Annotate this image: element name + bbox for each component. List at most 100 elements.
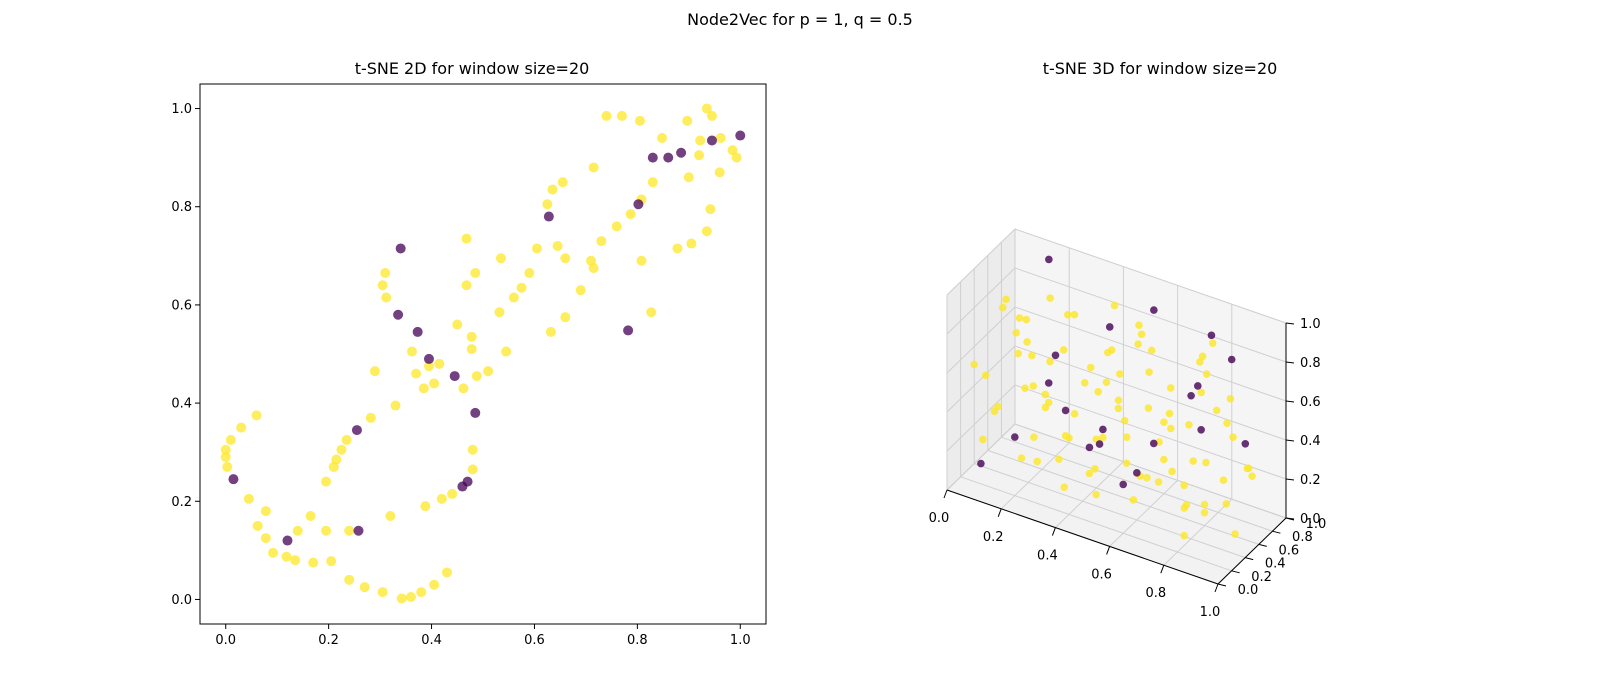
data-point	[344, 574, 355, 585]
z-tick-mark	[1285, 439, 1295, 442]
data-point	[657, 133, 668, 143]
grid-line	[946, 345, 1016, 413]
data-point	[647, 177, 658, 188]
data-point	[1154, 478, 1163, 486]
data-point	[633, 199, 644, 210]
grid-line	[1014, 423, 1287, 519]
data-point	[243, 493, 254, 504]
data-point	[1180, 481, 1188, 490]
data-point	[1189, 457, 1197, 465]
grid-line	[1014, 267, 1287, 363]
y-tick-label: 0.4	[171, 397, 192, 412]
data-point	[251, 410, 262, 421]
data-point	[393, 309, 404, 320]
data-point	[1021, 384, 1029, 393]
data-point	[1129, 496, 1138, 504]
data-point	[436, 493, 447, 504]
y-tick-mark	[1285, 517, 1295, 521]
data-point	[994, 402, 1002, 411]
x-tick-mark	[943, 489, 948, 499]
data-point	[1091, 465, 1099, 473]
z-tick-label: 0.4	[1300, 434, 1321, 449]
y-tick-label: 0.6	[1278, 543, 1299, 558]
data-point	[1017, 454, 1026, 462]
data-point	[381, 292, 392, 303]
z-tick-mark	[1285, 322, 1295, 325]
data-point	[418, 383, 429, 394]
y-tick-label: 1.0	[171, 102, 192, 117]
data-point	[1045, 255, 1053, 264]
data-point	[1222, 500, 1231, 508]
y-tick-label: 0.6	[171, 298, 192, 313]
data-point	[1023, 338, 1031, 346]
data-point	[1187, 391, 1195, 400]
x-axis-line	[946, 489, 1219, 585]
data-point	[1202, 370, 1211, 378]
data-point	[396, 593, 407, 604]
data-point	[1055, 455, 1063, 464]
data-point	[434, 358, 445, 369]
data-point	[405, 592, 416, 602]
data-point	[1197, 388, 1205, 397]
y-tick-mark	[1272, 530, 1281, 534]
data-point	[575, 285, 586, 296]
data-point	[1116, 370, 1124, 378]
data-point	[532, 243, 543, 254]
data-point	[647, 152, 658, 163]
y-tick-label: 0.0	[171, 593, 192, 608]
chart-2d-title: t-SNE 2D for window size=20	[355, 59, 590, 78]
data-point	[727, 145, 738, 156]
data-point	[1070, 310, 1079, 319]
data-point	[714, 167, 725, 178]
data-point	[225, 434, 236, 445]
data-point	[452, 319, 463, 330]
data-point	[1168, 467, 1176, 476]
data-point	[268, 547, 279, 558]
data-point	[1149, 439, 1158, 448]
x-tick-mark	[1160, 565, 1165, 574]
data-point	[616, 110, 627, 121]
chart-2d-points	[220, 103, 746, 604]
grid-line	[1014, 228, 1287, 324]
data-point	[1014, 349, 1023, 358]
z-tick-mark	[1285, 478, 1295, 481]
data-point	[706, 110, 717, 121]
data-point	[1061, 432, 1070, 440]
data-point	[236, 422, 247, 433]
data-point	[1212, 406, 1221, 415]
data-point	[1160, 455, 1168, 464]
data-point	[420, 501, 431, 512]
data-point	[1198, 352, 1207, 361]
chart-3d-points	[970, 255, 1256, 540]
data-point	[588, 162, 599, 173]
data-point	[516, 282, 527, 293]
data-point	[458, 383, 469, 394]
grid-line	[946, 306, 1016, 374]
data-point	[305, 511, 316, 521]
data-point	[222, 461, 233, 472]
y-tick-mark	[1217, 583, 1227, 587]
data-point	[1107, 346, 1116, 354]
data-point	[412, 326, 423, 337]
grid-line	[1014, 345, 1287, 441]
data-point	[1200, 500, 1209, 509]
data-point	[385, 511, 396, 521]
data-point	[682, 115, 693, 126]
data-point	[543, 211, 554, 222]
x-tick-label: 0.2	[983, 530, 1004, 545]
data-point	[1165, 409, 1174, 418]
x-tick-mark	[1051, 527, 1056, 536]
data-point	[977, 459, 985, 468]
data-point	[1094, 387, 1103, 396]
data-point	[1015, 314, 1024, 322]
grid-line	[946, 423, 1016, 491]
z-tick-label: 0.8	[1300, 356, 1321, 371]
grid-line	[974, 463, 1246, 559]
data-point	[1092, 490, 1100, 499]
x-tick-label: 0.4	[1037, 549, 1058, 564]
data-point	[282, 535, 293, 546]
data-point	[447, 488, 458, 499]
data-point	[1046, 357, 1054, 366]
data-point	[1011, 433, 1019, 441]
data-point	[695, 135, 706, 146]
